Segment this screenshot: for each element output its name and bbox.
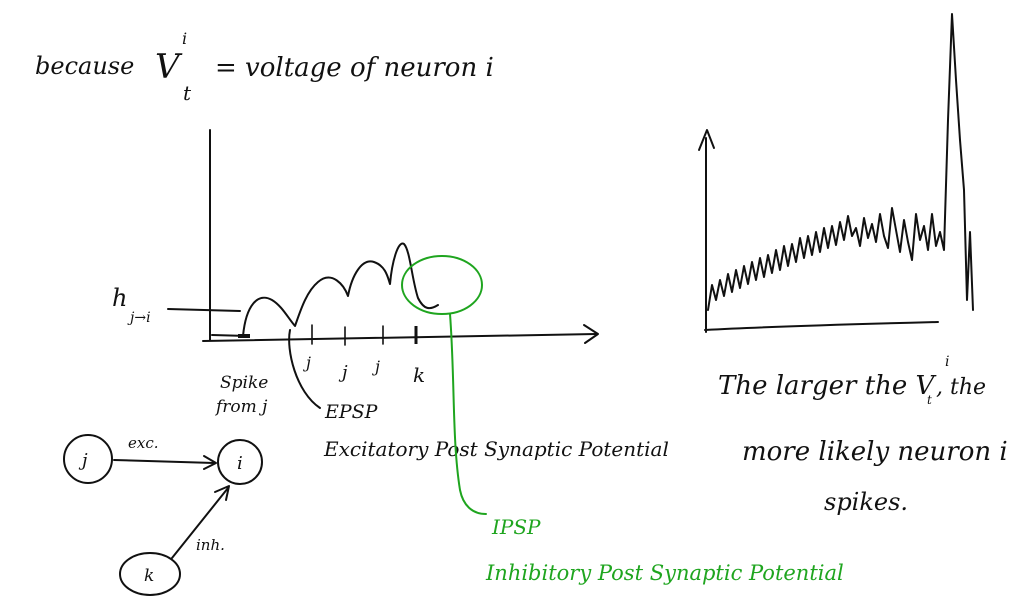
tick-label-j3: j bbox=[372, 357, 380, 376]
node-i-label: i bbox=[237, 453, 243, 474]
header-formula: because V i t = voltage of neuron i bbox=[35, 29, 494, 105]
left-plot: j j j k h j→i Spike from j EPSP Excitato… bbox=[112, 129, 669, 461]
right-x-axis bbox=[704, 321, 939, 331]
edge-exc-label: exc. bbox=[128, 434, 159, 452]
threshold-line bbox=[167, 308, 241, 312]
voltage-trace bbox=[242, 242, 439, 337]
epsp-full-label: Excitatory Post Synaptic Potential bbox=[323, 437, 669, 461]
header-sub: t bbox=[183, 81, 192, 105]
right-voltage-trace bbox=[707, 13, 974, 311]
tick-label-j1: j bbox=[303, 353, 311, 372]
right-caption-line3: spikes. bbox=[824, 488, 908, 516]
right-plot: The larger the V i t , the more likely n… bbox=[698, 13, 1008, 516]
ipsp-annotation: IPSP Inhibitory Post Synaptic Potential bbox=[401, 255, 844, 585]
right-caption-sub: t bbox=[927, 393, 932, 407]
threshold-label-sub: j→i bbox=[127, 310, 151, 326]
node-j-label: j bbox=[78, 450, 88, 471]
ipsp-short-label: IPSP bbox=[491, 515, 541, 539]
node-k-label: k bbox=[144, 566, 154, 586]
right-caption-line2: more likely neuron i bbox=[742, 437, 1008, 467]
header-sup: i bbox=[182, 29, 187, 48]
ipsp-full-label: Inhibitory Post Synaptic Potential bbox=[485, 561, 844, 585]
spike-label-line2: from j bbox=[214, 397, 268, 417]
right-caption-tail: , the bbox=[936, 375, 986, 400]
header-v: V bbox=[155, 47, 183, 87]
ipsp-circle bbox=[401, 255, 483, 315]
right-y-arrow bbox=[698, 129, 715, 151]
tick-label-k: k bbox=[413, 363, 425, 387]
node-k bbox=[119, 552, 181, 596]
neuron-network: j i k exc. inh. bbox=[63, 434, 263, 596]
right-caption-line1: The larger the V bbox=[718, 371, 937, 401]
header-definition: = voltage of neuron i bbox=[215, 53, 494, 83]
tick-label-j2: j bbox=[338, 362, 348, 383]
edge-exc bbox=[113, 459, 215, 464]
spike-label-line1: Spike bbox=[220, 373, 268, 393]
node-i bbox=[217, 439, 263, 485]
edge-exc-arrow bbox=[203, 455, 217, 470]
edge-inh-arrow bbox=[214, 485, 230, 501]
ipsp-pointer bbox=[449, 313, 487, 515]
header-because: because bbox=[35, 52, 134, 80]
threshold-label: h bbox=[112, 284, 127, 312]
epsp-short-label: EPSP bbox=[324, 401, 379, 423]
right-caption-sup: i bbox=[945, 354, 949, 370]
epsp-pointer bbox=[288, 329, 321, 409]
node-j bbox=[63, 434, 113, 484]
left-x-arrow bbox=[583, 324, 599, 344]
left-x-axis bbox=[202, 333, 597, 342]
edge-inh bbox=[171, 487, 229, 559]
edge-inh-label: inh. bbox=[196, 536, 225, 554]
